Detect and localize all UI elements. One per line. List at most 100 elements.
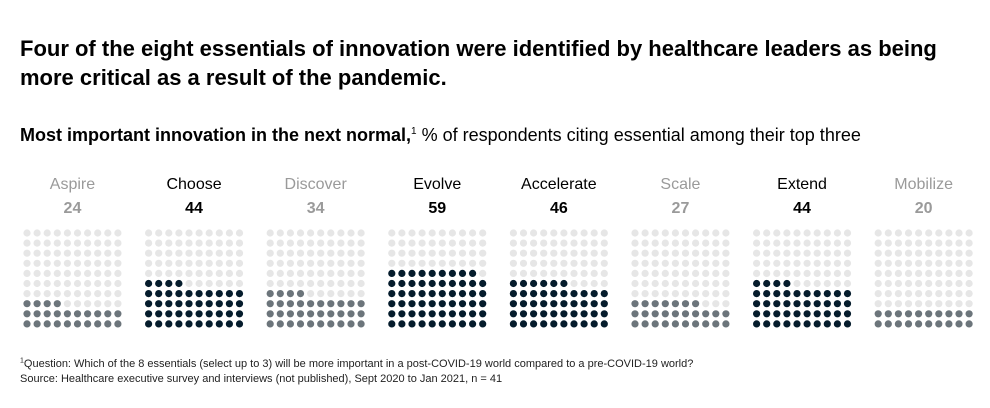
empty-dot [307, 290, 315, 298]
empty-dot [53, 269, 61, 277]
empty-dot [945, 259, 953, 267]
chart-title: Four of the eight essentials of innovati… [20, 36, 937, 90]
empty-dot [327, 229, 335, 237]
empty-dot [692, 290, 700, 298]
empty-dot [773, 229, 781, 237]
filled-dot [884, 310, 892, 318]
empty-dot [215, 249, 223, 257]
empty-dot [104, 239, 112, 247]
category-label: Scale [660, 176, 700, 193]
filled-dot [418, 320, 426, 328]
empty-dot [590, 269, 598, 277]
filled-dot [803, 320, 811, 328]
filled-dot [763, 310, 771, 318]
filled-dot [104, 320, 112, 328]
filled-dot [165, 300, 173, 308]
empty-dot [631, 290, 639, 298]
filled-dot [560, 279, 568, 288]
empty-dot [73, 290, 82, 298]
filled-dot [266, 320, 274, 328]
empty-dot [276, 229, 284, 237]
empty-dot [580, 239, 588, 247]
empty-dot [347, 279, 355, 288]
filled-dot [398, 320, 406, 328]
empty-dot [43, 249, 51, 257]
filled-dot [843, 320, 852, 328]
filled-dot [418, 279, 426, 288]
empty-dot [671, 229, 680, 237]
empty-dot [813, 249, 821, 257]
empty-dot [448, 259, 456, 267]
empty-dot [235, 229, 244, 237]
empty-dot [23, 229, 31, 237]
empty-dot [175, 269, 183, 277]
filled-dot [833, 300, 842, 308]
empty-dot [398, 229, 406, 237]
empty-dot [53, 290, 61, 298]
filled-dot [296, 320, 305, 328]
filled-dot [53, 300, 61, 308]
empty-dot [479, 269, 487, 277]
filled-dot [509, 310, 517, 318]
empty-dot [661, 249, 669, 257]
empty-dot [783, 229, 791, 237]
filled-dot [590, 300, 598, 308]
filled-dot [104, 310, 112, 318]
empty-dot [215, 229, 223, 237]
empty-dot [540, 229, 548, 237]
empty-dot [550, 229, 558, 237]
filled-dot [347, 320, 355, 328]
filled-dot [458, 300, 467, 308]
empty-dot [235, 269, 244, 277]
empty-dot [590, 249, 598, 257]
empty-dot [722, 279, 730, 288]
filled-dot [43, 320, 51, 328]
empty-dot [388, 249, 396, 257]
empty-dot [296, 239, 305, 247]
category-label: Aspire [50, 176, 95, 193]
empty-dot [337, 239, 345, 247]
empty-dot [43, 290, 51, 298]
empty-dot [43, 279, 51, 288]
filled-dot [590, 310, 598, 318]
empty-dot [702, 269, 710, 277]
empty-dot [84, 290, 92, 298]
empty-dot [286, 259, 294, 267]
filled-dot [753, 290, 761, 298]
empty-dot [327, 290, 335, 298]
empty-dot [428, 229, 436, 237]
filled-dot [469, 320, 477, 328]
filled-dot [155, 279, 163, 288]
filled-dot [327, 300, 335, 308]
filled-dot [428, 300, 436, 308]
filled-dot [145, 279, 153, 288]
empty-dot [205, 249, 213, 257]
empty-dot [833, 279, 842, 288]
empty-dot [590, 259, 598, 267]
filled-dot [813, 310, 821, 318]
filled-dot [235, 290, 244, 298]
filled-dot [519, 300, 528, 308]
filled-dot [307, 300, 315, 308]
empty-dot [469, 249, 477, 257]
empty-dot [23, 269, 31, 277]
filled-dot [519, 279, 528, 288]
footnote: 1Question: Which of the 8 essentials (se… [20, 357, 980, 387]
filled-dot [408, 290, 416, 298]
filled-dot [469, 290, 477, 298]
subtitle-bold: Most important innovation in the next no… [20, 125, 412, 145]
empty-dot [215, 239, 223, 247]
empty-dot [570, 259, 578, 267]
empty-dot [33, 259, 41, 267]
empty-dot [702, 290, 710, 298]
filled-dot [651, 300, 659, 308]
empty-dot [925, 249, 933, 257]
empty-dot [945, 290, 953, 298]
empty-dot [438, 239, 446, 247]
filled-dot [408, 320, 416, 328]
empty-dot [753, 249, 761, 257]
empty-dot [94, 290, 102, 298]
empty-dot [874, 269, 882, 277]
empty-dot [894, 290, 903, 298]
filled-dot [347, 300, 355, 308]
